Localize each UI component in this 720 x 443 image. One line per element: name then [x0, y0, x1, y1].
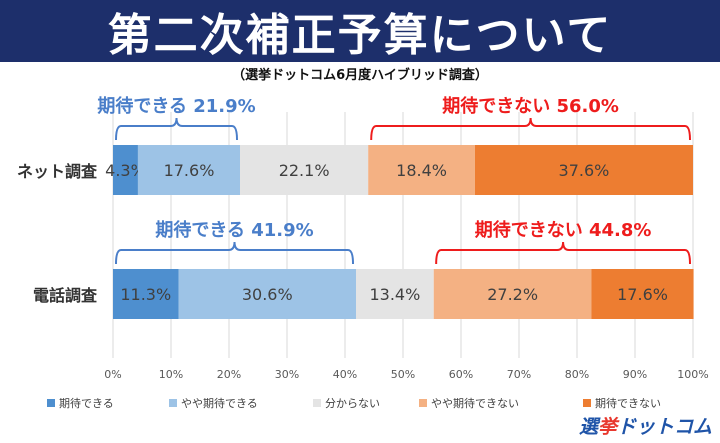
bar-segment — [368, 145, 475, 195]
bar-segment — [113, 269, 179, 319]
bar-segment — [356, 269, 434, 319]
x-tick-label: 0% — [104, 368, 121, 381]
group-bracket — [435, 241, 691, 265]
x-tick-label: 90% — [623, 368, 647, 381]
category-label: 電話調査 — [33, 286, 97, 305]
data-label: 4.3% — [105, 161, 146, 180]
data-label: 17.6% — [164, 161, 215, 180]
chart-subtitle: （選挙ドットコム6月度ハイブリッド調査） — [232, 68, 488, 83]
data-label: 30.6% — [242, 285, 293, 304]
data-label: 22.1% — [279, 161, 330, 180]
group-label: 期待できる 21.9% — [97, 95, 255, 117]
x-tick-label: 30% — [275, 368, 299, 381]
bar-segment — [591, 269, 694, 319]
x-tick-label: 100% — [677, 368, 708, 381]
bar-segment — [178, 269, 357, 319]
bar-segment — [433, 269, 592, 319]
data-label: 11.3% — [120, 285, 171, 304]
bar-segment — [474, 145, 693, 195]
data-label: 17.6% — [617, 285, 668, 304]
group-label: 期待できる 41.9% — [155, 219, 313, 241]
legend-label: 期待できない — [595, 396, 661, 410]
legend-swatch — [313, 399, 321, 407]
x-tick-label: 50% — [391, 368, 415, 381]
data-label: 27.2% — [487, 285, 538, 304]
x-tick-label: 20% — [217, 368, 241, 381]
legend-label: 期待できる — [59, 396, 114, 410]
x-tick-label: 10% — [159, 368, 183, 381]
page-title: 第二次補正予算について — [0, 0, 720, 62]
data-label: 13.4% — [369, 285, 420, 304]
group-bracket — [370, 117, 691, 141]
x-tick-label: 60% — [449, 368, 473, 381]
group-bracket — [115, 241, 355, 265]
group-label: 期待できない 44.8% — [475, 219, 652, 241]
logo: 選挙ドットコム — [578, 416, 712, 438]
legend-swatch — [169, 399, 177, 407]
group-bracket — [115, 117, 239, 141]
bar-segment — [240, 145, 369, 195]
legend-swatch — [47, 399, 55, 407]
x-tick-label: 80% — [565, 368, 589, 381]
legend-label: やや期待できる — [181, 396, 258, 410]
bar-segment — [137, 145, 241, 195]
legend-label: 分からない — [325, 397, 380, 410]
bar-segment — [113, 145, 138, 195]
group-label: 期待できない 56.0% — [442, 95, 619, 117]
legend-label: やや期待できない — [431, 396, 519, 410]
x-tick-label: 70% — [507, 368, 531, 381]
category-label: ネット調査 — [17, 162, 97, 181]
x-tick-label: 40% — [333, 368, 357, 381]
data-label: 37.6% — [559, 161, 610, 180]
legend-swatch — [583, 399, 591, 407]
legend-swatch — [419, 399, 427, 407]
data-label: 18.4% — [396, 161, 447, 180]
